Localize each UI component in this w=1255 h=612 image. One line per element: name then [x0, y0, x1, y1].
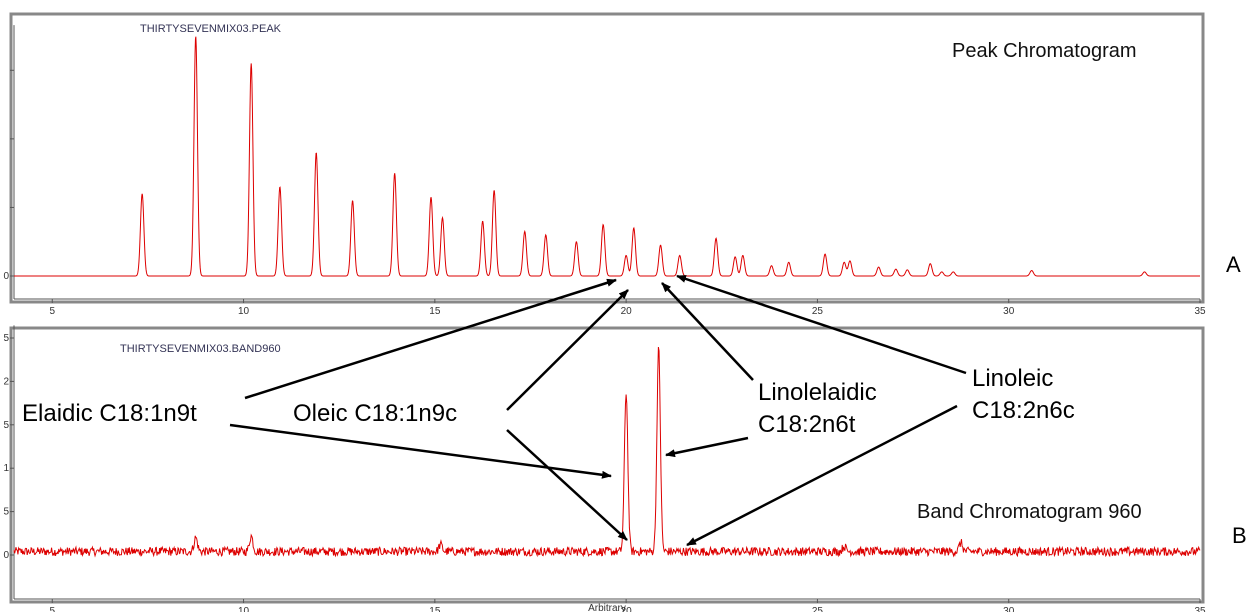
y-tick-label: 2 — [3, 376, 9, 387]
arrow-oleic-to-peak — [506, 289, 629, 411]
x-axis-title: Arbitrary — [588, 603, 626, 612]
y-tick-label: 0 — [3, 550, 9, 561]
x-tick-label: 5 — [49, 306, 55, 317]
x-tick-label: 15 — [429, 306, 441, 317]
arrow-linoleic-to-peak — [676, 274, 967, 375]
arrow-elaidic-to-peak — [244, 278, 617, 400]
x-tick-label: 35 — [1194, 606, 1206, 612]
y-tick-label: 1 — [3, 463, 9, 474]
y-tick-label: 5 — [3, 507, 9, 518]
x-tick-label: 25 — [812, 306, 824, 317]
x-tick-label: 20 — [621, 606, 633, 612]
x-tick-label: 15 — [429, 606, 441, 612]
x-tick-label: 35 — [1194, 306, 1206, 317]
panel-letter-b: B — [1232, 523, 1247, 548]
y-tick-label: 0 — [3, 271, 9, 282]
arrow-linolelaidic-to-band — [665, 436, 749, 458]
elaidic-label: Elaidic C18:1n9t — [22, 400, 197, 427]
x-tick-label: 5 — [49, 606, 55, 612]
band-panel-frame — [9, 326, 1205, 604]
peak-chromatogram-plot: 5 10 15 20 25 30 35 0 — [3, 25, 1206, 317]
y-tick-label: 5 — [3, 333, 9, 344]
annotation-arrows — [229, 274, 967, 547]
signal-trace — [13, 346, 1201, 558]
arrow-linoleic-to-band — [686, 404, 958, 547]
x-tick-label: 30 — [1003, 306, 1015, 317]
panel-letter-a: A — [1226, 252, 1241, 277]
peak-panel-frame — [9, 12, 1205, 304]
arrow-linolelaidic-to-peak — [661, 282, 754, 381]
signal-trace — [14, 36, 1200, 277]
peak-chromatogram-title: Peak Chromatogram — [952, 40, 1137, 62]
arrow-oleic-to-band — [506, 429, 628, 541]
linolelaidic-label-line2: C18:2n6t — [758, 411, 856, 438]
x-tick-label: 10 — [238, 606, 250, 612]
linoleic-label-line2: C18:2n6c — [972, 397, 1075, 424]
x-tick-label: 20 — [621, 306, 633, 317]
oleic-label: Oleic C18:1n9c — [293, 400, 457, 427]
x-tick-label: 10 — [238, 306, 250, 317]
peak-file-label: THIRTYSEVENMIX03.PEAK — [140, 23, 282, 35]
band-file-label: THIRTYSEVENMIX03.BAND960 — [120, 343, 281, 355]
linoleic-label-line1: Linoleic — [972, 365, 1053, 392]
x-tick-label: 25 — [812, 606, 824, 612]
y-tick-label: 5 — [3, 420, 9, 431]
x-tick-label: 30 — [1003, 606, 1015, 612]
linolelaidic-label-line1: Linolelaidic — [758, 379, 877, 406]
annotation-labels: Elaidic C18:1n9t Oleic C18:1n9c Linolela… — [22, 365, 1075, 438]
peak-chromatogram-panel: 5 10 15 20 25 30 35 0 THIRTYSEVENMIX03.PEAK Pea… — [3, 12, 1206, 317]
band-chromatogram-title: Band Chromatogram 960 — [917, 501, 1142, 523]
